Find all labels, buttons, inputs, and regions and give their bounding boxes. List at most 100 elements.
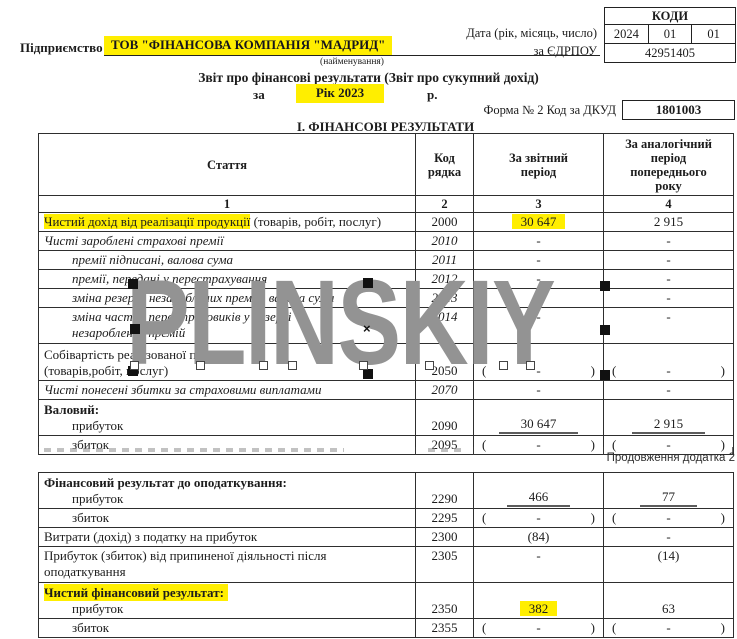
- line-handle[interactable]: [288, 361, 297, 370]
- line-handle[interactable]: [196, 361, 205, 370]
- enterprise-name-highlighted: ТОВ "ФІНАНСОВА КОМПАНІЯ "МАДРИД": [104, 36, 393, 55]
- line-handle[interactable]: [359, 361, 368, 370]
- cell-row-code: 2013: [415, 288, 474, 308]
- cell-article: Витрати (дохід) з податку на прибуток: [38, 527, 416, 547]
- value: (84): [527, 529, 550, 544]
- cell-value: (-): [473, 508, 604, 528]
- paren-open: (: [612, 510, 617, 525]
- selection-handle-middle-right[interactable]: [600, 325, 610, 335]
- selection-handle-middle-left[interactable]: [130, 324, 140, 334]
- cutoff-border-stub: [473, 447, 474, 455]
- article-text: премії підписані, валова сума: [72, 252, 234, 267]
- selection-handle-top-middle[interactable]: [363, 278, 373, 288]
- cell-value: -: [603, 231, 734, 251]
- value: -: [536, 233, 541, 248]
- cell-value: (-): [603, 343, 734, 381]
- cell-article: Валовий: прибуток: [38, 399, 416, 436]
- paren-open: (: [612, 620, 617, 635]
- table-row: Фінансовий результат до оподаткування: пр…: [38, 472, 734, 509]
- selection-handle-top-left[interactable]: [128, 279, 138, 289]
- cell-value: -: [603, 307, 734, 344]
- selection-center-x-mark[interactable]: ×: [363, 321, 371, 336]
- date-month-cell: 01: [647, 25, 692, 43]
- paren-open: (: [612, 363, 617, 378]
- row-code: 2011: [431, 252, 458, 267]
- financial-results-table: Стаття Код рядка За звітний період За ан…: [38, 133, 734, 455]
- table-row: Собівартість реалізованої продукції (тов…: [38, 343, 734, 381]
- value: -: [536, 548, 541, 563]
- selection-handle-bottom-middle[interactable]: [363, 369, 373, 379]
- line-handle[interactable]: [526, 361, 535, 370]
- table-row: Чистий дохід від реалізації продукції (т…: [38, 212, 734, 232]
- period-value-highlighted: Рік 2023: [296, 84, 384, 103]
- value: -: [666, 271, 671, 286]
- row-code: 2300: [431, 529, 458, 544]
- section-title: І. ФІНАНСОВІ РЕЗУЛЬТАТИ: [296, 119, 475, 134]
- line-handle[interactable]: [130, 361, 139, 370]
- line-handle[interactable]: [259, 361, 268, 370]
- table-row: Валовий: прибуток 2090 30 647 2 915: [38, 399, 734, 436]
- article-text: премії, передані у перестрахування: [72, 271, 268, 286]
- edrpou-label: за ЄДРПОУ: [533, 44, 597, 58]
- value: -: [536, 382, 541, 397]
- paren-open: (: [482, 510, 487, 525]
- row-code: 2290: [431, 491, 458, 506]
- article-text: зміна резерву незароблених премій, валов…: [72, 290, 335, 305]
- article-text: прибуток: [72, 418, 124, 433]
- value: -: [666, 529, 671, 544]
- paren-open: (: [612, 437, 617, 452]
- cell-value: -: [603, 269, 734, 289]
- paren-close: ): [590, 437, 595, 452]
- cell-value: -: [473, 231, 604, 251]
- article-text: збиток: [72, 510, 110, 525]
- cell-value: -: [603, 250, 734, 270]
- cutoff-border-stub: [732, 447, 733, 455]
- row-code: 2012: [431, 271, 458, 286]
- row-code: 2014: [431, 309, 458, 324]
- cell-value: 63: [603, 582, 734, 619]
- selection-handle-bottom-right[interactable]: [600, 370, 610, 380]
- value: -: [536, 437, 541, 452]
- row-code: 2305: [431, 548, 458, 563]
- date-day-cell: 01: [691, 25, 735, 43]
- value: -: [666, 382, 671, 397]
- line-handle[interactable]: [425, 361, 434, 370]
- value: -: [536, 290, 541, 305]
- cell-value: (14): [603, 546, 734, 583]
- cutoff-border-stub: [603, 447, 604, 455]
- col-number-3: 3: [473, 195, 604, 213]
- value: -: [536, 271, 541, 286]
- cell-value: (-): [473, 435, 604, 455]
- name-caption: (найменування): [320, 57, 384, 67]
- line-handle[interactable]: [499, 361, 508, 370]
- watermark-text[interactable]: PLINSKIY: [126, 254, 556, 390]
- row-code: 2090: [431, 418, 458, 433]
- cell-article: Фінансовий результат до оподаткування: пр…: [38, 472, 416, 509]
- cell-article: Прибуток (збиток) від припиненої діяльно…: [38, 546, 416, 583]
- value: -: [666, 252, 671, 267]
- form-code-box: 1801003: [622, 100, 735, 120]
- value: -: [536, 309, 541, 324]
- codes-box: КОДИ 2024 01 01 42951405: [604, 7, 736, 63]
- col-header-code: Код рядка: [415, 133, 474, 196]
- cutoff-text-smudge: [44, 448, 344, 452]
- cell-article: зміна частки перестраховиків у резерві н…: [38, 307, 416, 344]
- value: -: [666, 290, 671, 305]
- enterprise-name-underline: [104, 55, 600, 56]
- cell-row-code: 2355: [415, 618, 474, 638]
- row-code: 2070: [431, 382, 458, 397]
- selection-handle-top-right[interactable]: [600, 281, 610, 291]
- table-row: Чисті зароблені страхові премії 2010 - -: [38, 231, 734, 251]
- cell-article: Чистий фінансовий результат: прибуток: [38, 582, 416, 619]
- cell-value: 2 915: [603, 212, 734, 232]
- value: -: [536, 363, 541, 378]
- cell-row-code: 2305: [415, 546, 474, 583]
- paren-close: ): [590, 510, 595, 525]
- cell-value: (84): [473, 527, 604, 547]
- cutoff-text-smudge: [428, 448, 462, 452]
- selection-handle-bottom-left[interactable]: [128, 366, 138, 376]
- paren-open: (: [482, 620, 487, 635]
- continuation-note: Продовження додатка 2: [606, 452, 735, 464]
- value: 63: [662, 601, 675, 616]
